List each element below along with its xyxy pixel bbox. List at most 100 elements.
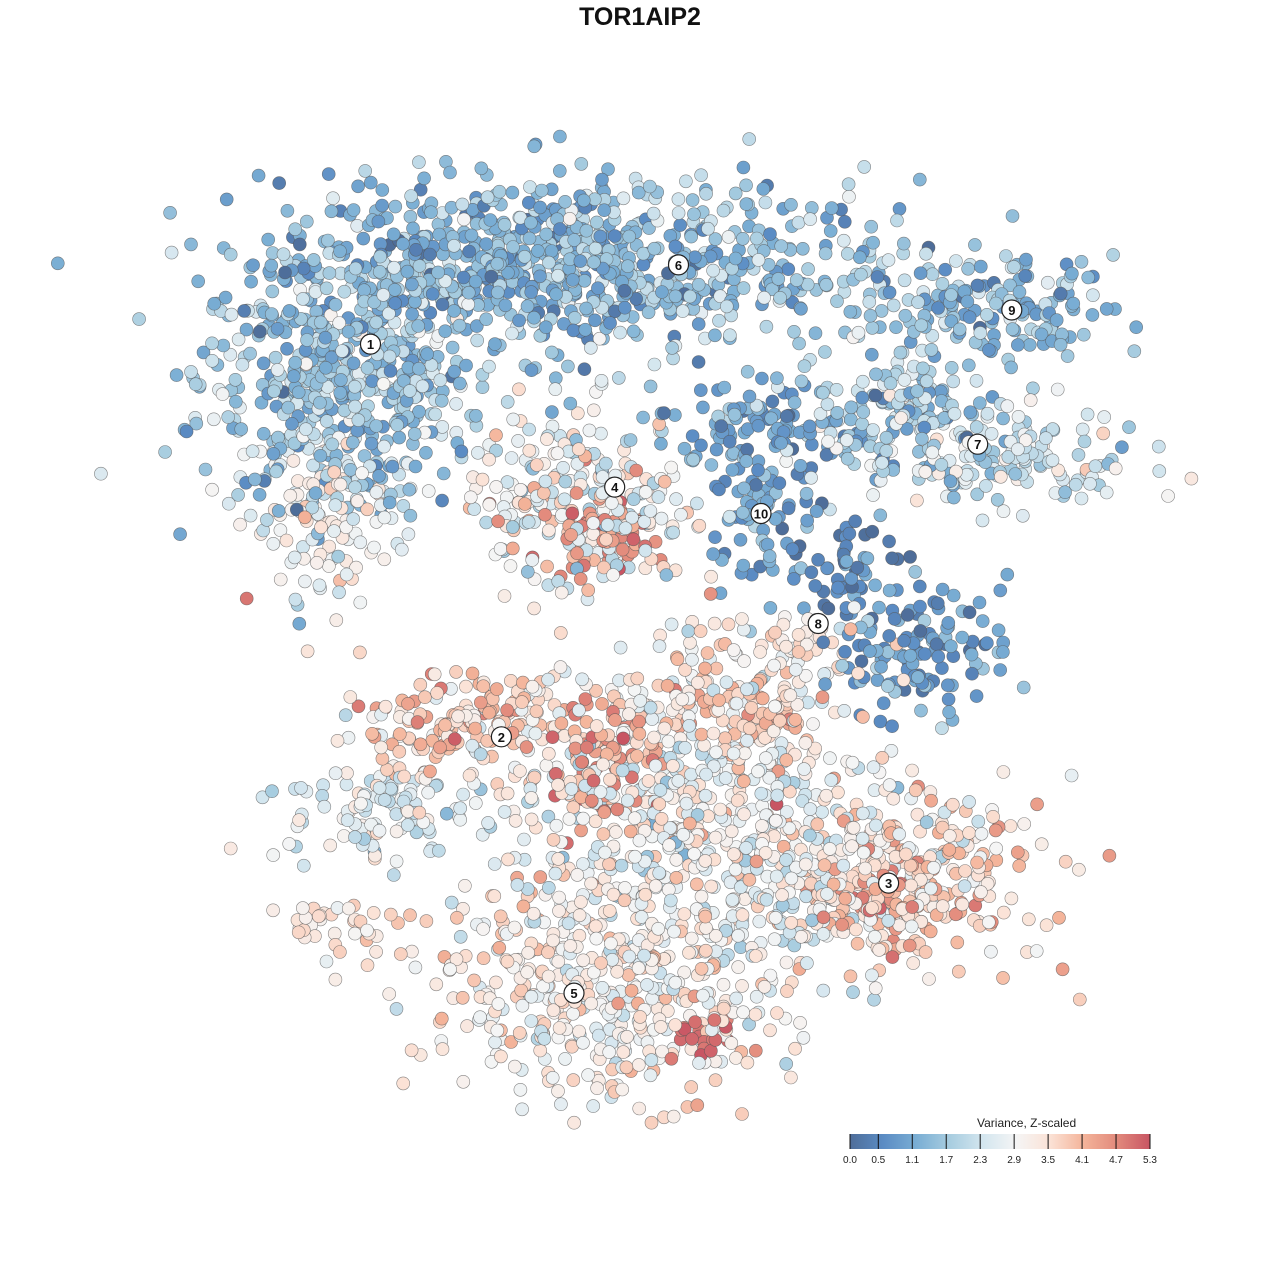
point [668, 289, 683, 304]
point [298, 574, 312, 589]
point [1083, 476, 1097, 491]
point [816, 385, 830, 400]
point [527, 139, 542, 154]
point [444, 895, 459, 910]
point [654, 511, 669, 526]
point [619, 1060, 634, 1075]
point [205, 353, 219, 368]
point [405, 277, 419, 292]
point [971, 814, 986, 829]
point [742, 1017, 756, 1032]
point [343, 462, 358, 477]
point [775, 521, 790, 536]
point [482, 705, 496, 720]
point [565, 506, 580, 521]
point [671, 192, 686, 206]
point [337, 284, 352, 299]
point [595, 697, 609, 711]
cluster-label-text: 8 [815, 616, 822, 631]
point [447, 364, 462, 379]
point [935, 276, 950, 291]
point [779, 955, 794, 970]
point [657, 406, 671, 420]
point [677, 965, 692, 980]
point [955, 897, 970, 912]
point [385, 459, 400, 474]
point [629, 463, 644, 478]
point [930, 596, 945, 611]
point [505, 326, 519, 341]
point [461, 285, 476, 300]
point [351, 699, 366, 714]
point [897, 633, 911, 648]
point [762, 770, 777, 785]
legend-tick-label: 2.9 [1007, 1155, 1021, 1166]
point [727, 847, 741, 861]
point [1066, 296, 1081, 311]
point [654, 436, 668, 451]
point [360, 361, 375, 375]
point [839, 554, 854, 569]
point [256, 426, 271, 441]
point [709, 745, 723, 760]
point [902, 938, 917, 953]
point [459, 358, 473, 373]
point [265, 284, 280, 299]
point [465, 666, 480, 681]
point [463, 490, 478, 505]
point [683, 635, 697, 650]
point [476, 922, 490, 936]
point [975, 513, 990, 528]
point [866, 235, 880, 250]
point [671, 206, 686, 220]
point [910, 807, 925, 822]
point [512, 313, 526, 328]
point [910, 493, 924, 508]
point [447, 732, 462, 746]
point [515, 998, 530, 1013]
point [687, 207, 701, 221]
point [879, 444, 894, 458]
point [851, 666, 866, 681]
point [490, 1023, 505, 1038]
point [527, 310, 541, 325]
point [856, 710, 870, 724]
point [386, 227, 401, 242]
point [757, 290, 771, 305]
point [264, 307, 279, 321]
point [507, 920, 522, 935]
point [802, 419, 817, 434]
point [593, 229, 608, 244]
point [751, 764, 765, 779]
point [758, 195, 773, 210]
point [1003, 278, 1017, 293]
point [266, 848, 281, 862]
point [975, 614, 990, 628]
point [413, 737, 428, 752]
point [562, 212, 577, 226]
point [341, 324, 356, 339]
point [1184, 471, 1199, 486]
point [632, 726, 647, 741]
point [565, 273, 580, 287]
point [598, 845, 612, 860]
point [280, 341, 294, 356]
point [235, 357, 250, 372]
point [388, 199, 403, 214]
point [575, 755, 589, 769]
point [364, 436, 379, 451]
point [386, 868, 401, 882]
point [412, 259, 427, 273]
point [880, 679, 895, 693]
point [740, 733, 754, 748]
point [324, 350, 339, 365]
point [698, 943, 713, 958]
point [1041, 275, 1055, 290]
point [268, 350, 283, 365]
point [439, 806, 454, 821]
point [1097, 410, 1111, 424]
point [375, 751, 390, 766]
point [462, 244, 477, 259]
point [205, 482, 219, 497]
